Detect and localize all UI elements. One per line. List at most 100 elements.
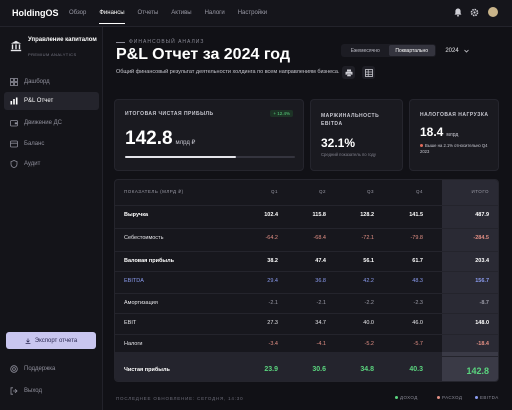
tax-burden-card: НАЛОГОВАЯ НАГРУЗКА 18.4 млрд Выше на 2.1%… (409, 99, 499, 171)
row-label: Налоги (124, 341, 143, 347)
quarter-cell: -5.2 (364, 341, 374, 347)
logout-icon (10, 387, 18, 395)
net-profit-unit: млрд ₽ (175, 140, 196, 146)
last-updated: ПОСЛЕДНЕЕ ОБНОВЛЕНИЕ: СЕГОДНЯ, 14:30 (116, 396, 244, 401)
tax-number: 18.4 (420, 125, 444, 139)
export-report-button[interactable]: Экспорт отчета (6, 332, 96, 349)
ebitda-margin-value: 32.1% (321, 136, 356, 150)
tax-burden-label: НАЛОГОВАЯ НАГРУЗКА (420, 112, 489, 118)
quarter-cell: 102.4 (264, 212, 278, 218)
total-cell: 148.0 (475, 320, 489, 326)
quarter-cell: -4.1 (316, 341, 326, 347)
quarter-cell: 40.3 (409, 366, 423, 373)
table-row[interactable]: EBITDA 29.4 36.8 42.2 48.3 156.7 (115, 271, 498, 291)
quarter-cell: -68.4 (313, 235, 326, 241)
table-header-3: Q3 (366, 189, 374, 194)
quarter-cell: 34.8 (360, 366, 374, 373)
nav-tab-3[interactable]: Активы (171, 10, 192, 16)
table-row[interactable]: EBIT 27.3 34.7 40.0 46.0 148.0 (115, 313, 498, 333)
print-button[interactable] (342, 66, 355, 79)
quarter-cell: -3.4 (268, 341, 278, 347)
printer-icon (345, 69, 353, 77)
logout-label: Выход (24, 388, 42, 394)
table-header-1: Q1 (270, 189, 278, 194)
table-row[interactable]: Чистая прибыль 23.9 30.6 34.8 40.3 142.8 (115, 356, 498, 381)
row-label: EBITDA (124, 278, 144, 284)
quarter-cell: 128.2 (360, 212, 374, 218)
bank-icon (10, 39, 22, 52)
sidebar-item-label: Аудит (24, 161, 41, 167)
table-header-5: ИТОГО (471, 189, 489, 194)
quarter-cell: 30.6 (312, 366, 326, 373)
row-label: Чистая прибыль (124, 367, 170, 373)
row-label: Выручка (124, 212, 149, 218)
total-cell: 487.9 (475, 212, 489, 218)
net-profit-card: ИТОГОВАЯ ЧИСТАЯ ПРИБЫЛЬ + 12.4% 142.8 млр… (114, 99, 304, 171)
quarter-cell: -64.2 (265, 235, 278, 241)
brand-logo[interactable]: HoldingOS (12, 8, 59, 18)
total-cell: 156.7 (475, 278, 489, 284)
logout-link[interactable]: Выход (10, 387, 42, 395)
bar-chart-icon (10, 97, 18, 105)
sidebar: Управление капиталом PREMIUM ANALYTICS Д… (0, 27, 103, 410)
year-select[interactable]: 2024 (440, 44, 474, 57)
ebitda-margin-card: МАРЖИНАЛЬНОСТЬ EBITDA 32.1% Средний пока… (310, 99, 403, 171)
nav-tab-2[interactable]: Отчеты (137, 10, 159, 16)
quarter-cell: -2.1 (316, 300, 326, 306)
tax-burden-value: 18.4 млрд (420, 125, 458, 139)
table-view-button[interactable] (362, 66, 375, 79)
page-title: P&L Отчет за 2024 год (116, 46, 290, 63)
org-header: Управление капиталом PREMIUM ANALYTICS (10, 37, 100, 61)
wallet-icon (10, 119, 18, 127)
row-label: Амортизация (124, 300, 158, 306)
gear-icon[interactable] (469, 7, 479, 17)
table-row[interactable]: Выручка 102.4 115.8 128.2 141.5 487.9 (115, 205, 498, 225)
nav-tab-5[interactable]: Настройки (237, 10, 268, 16)
quarter-cell: 141.5 (409, 212, 423, 218)
period-option-quarterly[interactable]: Поквартально (388, 45, 435, 56)
sidebar-item-label: Баланс (24, 141, 45, 147)
sidebar-item-audit[interactable]: Аудит (4, 155, 99, 173)
nav-tab-4[interactable]: Налоги (204, 10, 225, 16)
bell-icon[interactable] (453, 7, 463, 17)
legend-dot-icon (475, 396, 478, 399)
table-header-2: Q2 (318, 189, 326, 194)
table-row[interactable]: Амортизация -2.1 -2.1 -2.2 -2.3 -8.7 (115, 293, 498, 313)
balance-icon (10, 140, 18, 148)
org-subtitle: PREMIUM ANALYTICS (28, 52, 77, 57)
table-row[interactable]: Валовая прибыль 38.2 47.4 56.1 61.7 203.4 (115, 251, 498, 271)
quarter-cell: 48.3 (412, 278, 423, 284)
org-title: Управление капиталом (28, 37, 97, 43)
quarter-cell: 34.7 (315, 320, 326, 326)
nav-tab-1[interactable]: Финансы (99, 0, 125, 27)
grid-icon (10, 78, 18, 86)
period-option-monthly[interactable]: Ежемесячно (350, 47, 380, 54)
total-cell: 203.4 (475, 258, 489, 264)
table-header-0: ПОКАЗАТЕЛЬ (МЛРД ₽) (124, 189, 184, 194)
growth-badge: + 12.4% (270, 110, 293, 117)
avatar[interactable] (488, 7, 498, 17)
shield-icon (10, 160, 18, 168)
support-link[interactable]: Поддержка (10, 365, 55, 373)
legend-label: EBITDA (480, 395, 499, 400)
sidebar-item-dashboard[interactable]: Дашборд (4, 73, 99, 91)
quarter-cell: -5.7 (413, 341, 423, 347)
top-icons (447, 7, 498, 17)
sidebar-item-cashflow[interactable]: Движение ДС (4, 114, 99, 132)
table-icon (364, 68, 373, 77)
quarter-cell: 47.4 (315, 258, 326, 264)
quarter-cell: 56.1 (363, 258, 374, 264)
nav-tab-0[interactable]: Обзор (69, 10, 87, 16)
tax-unit: млрд (446, 132, 459, 138)
net-profit-number: 142.8 (125, 128, 173, 149)
table-row[interactable]: Себестоимость -64.2 -68.4 -72.1 -79.8 -284.5 (115, 228, 498, 248)
legend-item: EBITDA (475, 395, 499, 400)
sidebar-item-pl-report[interactable]: P&L Отчет (4, 92, 99, 110)
top-nav: Обзор Финансы Отчеты Активы Налоги Настройки (69, 0, 280, 27)
total-cell: -284.5 (473, 235, 489, 241)
sidebar-item-balance[interactable]: Баланс (4, 135, 99, 153)
table-row[interactable]: Налоги -3.4 -4.1 -5.2 -5.7 -18.4 (115, 334, 498, 354)
net-profit-progress-fill (125, 156, 236, 158)
quarter-cell: 38.2 (267, 258, 278, 264)
row-label: Себестоимость (124, 235, 164, 241)
